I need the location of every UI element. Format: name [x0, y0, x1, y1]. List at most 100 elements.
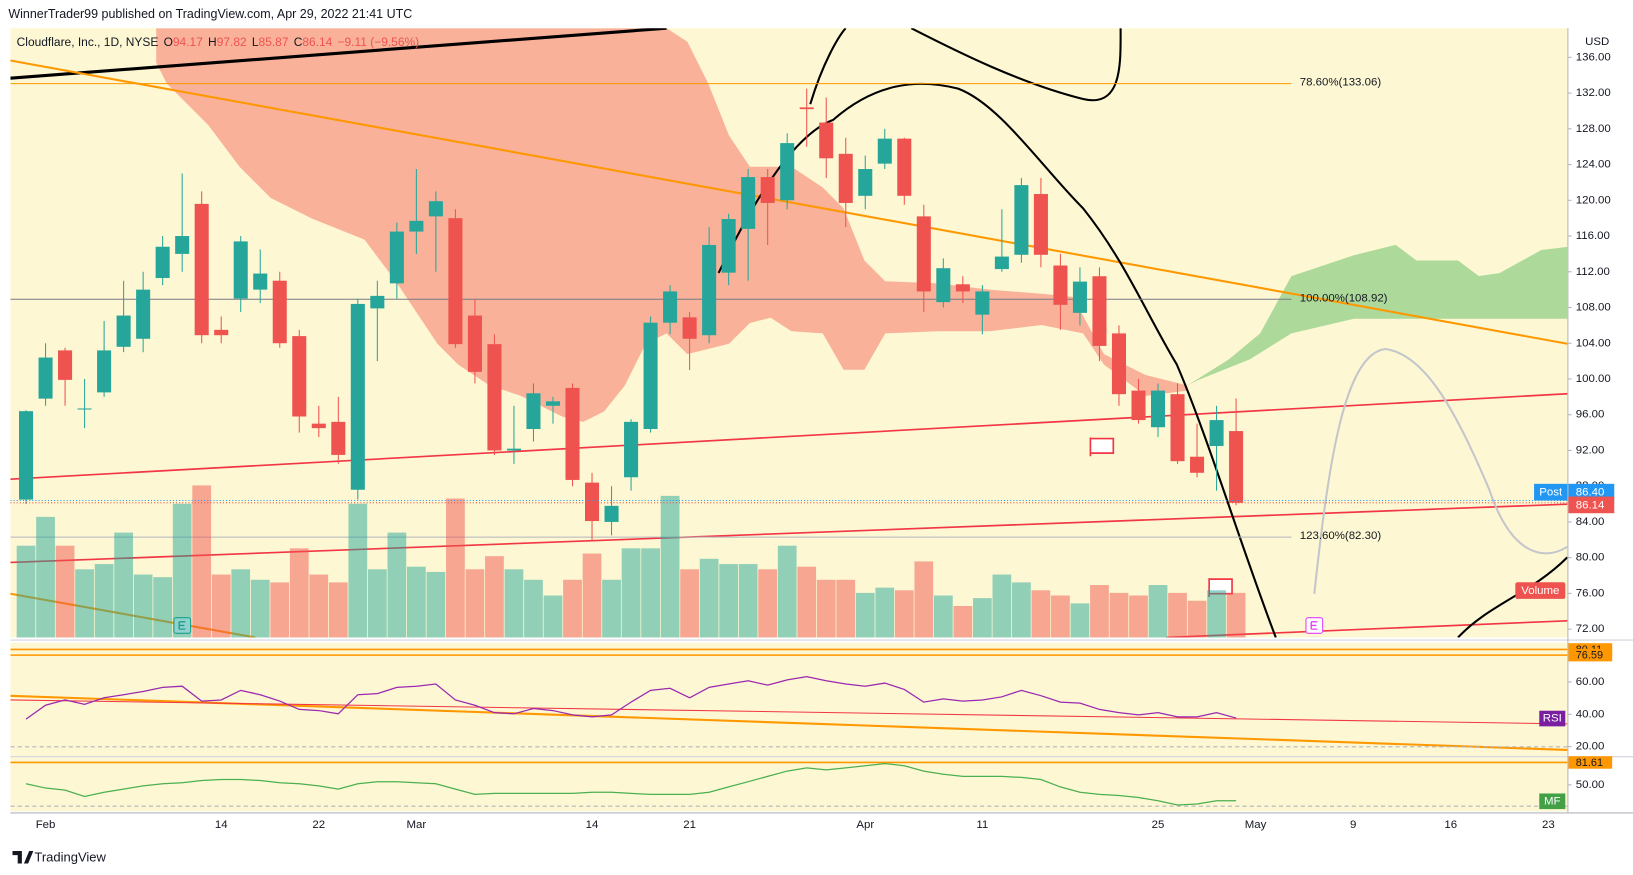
volume-bar [524, 579, 543, 638]
candle-body [506, 448, 521, 451]
volume-bar [894, 590, 914, 638]
volume-bar [1109, 592, 1129, 638]
curve-drawing [1313, 347, 1568, 594]
volume-bar [875, 587, 895, 638]
candle-body [253, 273, 268, 290]
volume-bar [1207, 590, 1226, 638]
volume-bar [94, 564, 114, 638]
legend-value: 85.87 [259, 35, 289, 49]
volume-bar [75, 569, 94, 638]
price-name: Post [1539, 487, 1563, 499]
candle-body [311, 423, 326, 429]
y-tick-label: 116.00 [1576, 230, 1610, 242]
volume-bar [738, 564, 758, 638]
symbol-legend: Cloudflare, Inc., 1D, NYSE O94.17 H97.82 L8… [17, 35, 419, 49]
volume-bar [270, 582, 290, 638]
fib-level-label: 100.00%(108.92) [1300, 292, 1388, 304]
mf-line [25, 762, 1237, 806]
y-tick-label: 92.00 [1576, 444, 1605, 456]
rsi-line [25, 675, 1237, 720]
volume-bar [992, 574, 1012, 638]
rsi-label: RSI [1543, 713, 1562, 725]
volume-bar [465, 569, 485, 638]
volume-bar [797, 566, 817, 638]
volume-bar [172, 503, 192, 638]
volume-bar [231, 569, 251, 638]
volume-bar [133, 574, 153, 638]
candle-body [741, 177, 756, 229]
trend-line [10, 503, 1568, 564]
candle-body [1111, 333, 1127, 395]
y-tick-label: 60.00 [1576, 676, 1605, 688]
volume-bar [621, 548, 641, 638]
level-label-box [1568, 648, 1613, 662]
candle-body [1092, 276, 1107, 346]
volume-bar [1129, 595, 1148, 638]
candle-body [780, 143, 795, 201]
candle-body [936, 268, 951, 303]
x-tick-label: May [1245, 819, 1267, 831]
candle-body [1131, 390, 1146, 421]
y-tick-label: 72.00 [1576, 623, 1605, 635]
candle-body [175, 236, 190, 254]
volume-bar [328, 582, 348, 638]
volume-label: Volume [1521, 585, 1559, 597]
volume-bar [816, 579, 836, 638]
volume-bar [777, 545, 797, 638]
trend-line [10, 699, 1568, 725]
candle-body [1170, 394, 1185, 462]
volume-bar [504, 569, 524, 638]
candle-body [155, 246, 170, 279]
y-tick-label: 20.00 [1576, 741, 1605, 753]
x-tick-label: 11 [976, 819, 988, 831]
candle-body [565, 387, 580, 480]
candle-body [760, 177, 775, 203]
rsi-pane [10, 642, 1568, 757]
mf-series [10, 761, 1568, 806]
candle-body [721, 219, 736, 273]
candle-body [1053, 265, 1068, 305]
y-tick-label: 40.00 [1576, 708, 1605, 720]
x-tick-label: 22 [312, 819, 325, 831]
y-tick-label: 80.00 [1576, 552, 1605, 564]
curve-drawing [910, 28, 1122, 102]
x-tick-label: Apr [856, 819, 874, 831]
legend-change: −9.11 (−9.56%) [338, 35, 420, 49]
flag-marker [1089, 437, 1115, 457]
candle-body [584, 482, 600, 522]
y-tick-label: 124.00 [1576, 159, 1611, 171]
x-tick-label: 21 [683, 819, 696, 831]
rsi-series [10, 648, 1568, 720]
candle-body [604, 505, 619, 522]
volume-bar [1168, 592, 1187, 638]
curve-drawing [717, 82, 1277, 638]
candle-body [526, 393, 541, 430]
y-tick-label: 76.00 [1576, 587, 1605, 599]
y-tick-label: 84.00 [1576, 516, 1605, 528]
volume-bar [1012, 582, 1031, 638]
candle-body [1072, 281, 1087, 313]
volume-bar [211, 574, 231, 638]
fib-level-label: 78.60%(133.06) [1300, 77, 1382, 89]
volume-bar [719, 564, 739, 638]
level-label: 76.59 [1576, 650, 1603, 662]
candle-body [389, 231, 404, 284]
volume-bar [446, 498, 465, 638]
volume-bar [55, 545, 75, 638]
candle-body [1033, 194, 1048, 255]
legend-value: 94.17 [173, 35, 203, 49]
cloud-bullish [1187, 244, 1568, 386]
candle-body [194, 203, 209, 336]
volume-bar [36, 516, 55, 638]
candle-body [448, 218, 463, 345]
price-label: 86.14 [1576, 499, 1605, 511]
volume-bar [426, 571, 446, 638]
candle-body [994, 256, 1009, 270]
trend-line [10, 694, 1568, 751]
candle-body [428, 201, 443, 217]
legend-value: 97.82 [217, 35, 247, 49]
candle-body [487, 344, 502, 451]
volume-bar [309, 574, 329, 638]
volume-bar [1226, 592, 1246, 638]
